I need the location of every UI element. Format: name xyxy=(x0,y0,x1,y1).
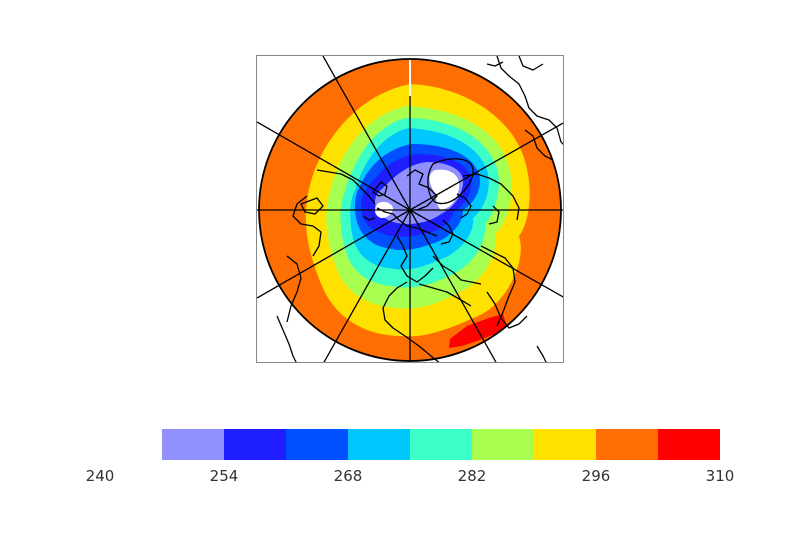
coastline-greenland xyxy=(427,158,474,205)
coastline xyxy=(276,315,297,362)
temperature-field xyxy=(259,59,561,361)
coastline-africa xyxy=(382,281,440,362)
colorbar-bin xyxy=(286,429,349,460)
coastline xyxy=(432,255,482,285)
colorbar-tick-label: 268 xyxy=(333,467,363,485)
coastline-arabia xyxy=(486,291,528,329)
coastline xyxy=(286,255,302,323)
coastline xyxy=(486,61,504,67)
coastline xyxy=(292,195,322,257)
colorbar-bin xyxy=(224,429,287,460)
colorbar-bin xyxy=(596,429,659,460)
coastlines xyxy=(276,56,563,362)
meridian-line xyxy=(322,56,411,211)
coastline-island xyxy=(372,181,388,197)
coastline xyxy=(362,215,376,221)
colorbar xyxy=(162,429,720,460)
coastline-asia xyxy=(480,245,516,327)
coastline xyxy=(496,56,563,145)
coastline-europe xyxy=(396,235,434,283)
coastline xyxy=(316,169,376,205)
coastline xyxy=(300,197,324,215)
coastline-island xyxy=(488,205,500,225)
colorbar-bin xyxy=(534,429,597,460)
meridian-gridlines xyxy=(257,56,563,362)
colorbar-bin xyxy=(472,429,535,460)
meridian-line xyxy=(409,209,497,362)
colorbar-bin xyxy=(658,429,720,460)
coastline-mediterranean xyxy=(418,283,472,307)
colorbar-tick-label: 282 xyxy=(457,467,487,485)
coastline xyxy=(376,207,438,237)
colorbar-tick-label: 310 xyxy=(705,467,735,485)
colorbar-tick-label: 254 xyxy=(209,467,239,485)
coastline xyxy=(536,345,547,362)
colorbar-tick-label: 240 xyxy=(85,467,115,485)
meridian-line xyxy=(409,209,563,298)
meridian-line xyxy=(257,121,411,211)
colorbar-tick-label: 296 xyxy=(581,467,611,485)
coastline xyxy=(524,129,554,161)
colorbar-bin xyxy=(410,429,473,460)
colorbar-bin xyxy=(162,429,225,460)
colorbar-bin xyxy=(348,429,411,460)
coastline xyxy=(406,169,438,211)
meridian-line xyxy=(323,209,411,362)
coastline xyxy=(462,173,520,221)
polar-map xyxy=(256,55,564,363)
meridian-line xyxy=(257,209,411,299)
coastline-britain xyxy=(440,219,454,245)
coastline-scandinavia xyxy=(456,193,472,219)
coastline xyxy=(518,56,544,71)
polar-map-canvas xyxy=(257,56,563,362)
map-boundary-circle xyxy=(258,58,562,362)
